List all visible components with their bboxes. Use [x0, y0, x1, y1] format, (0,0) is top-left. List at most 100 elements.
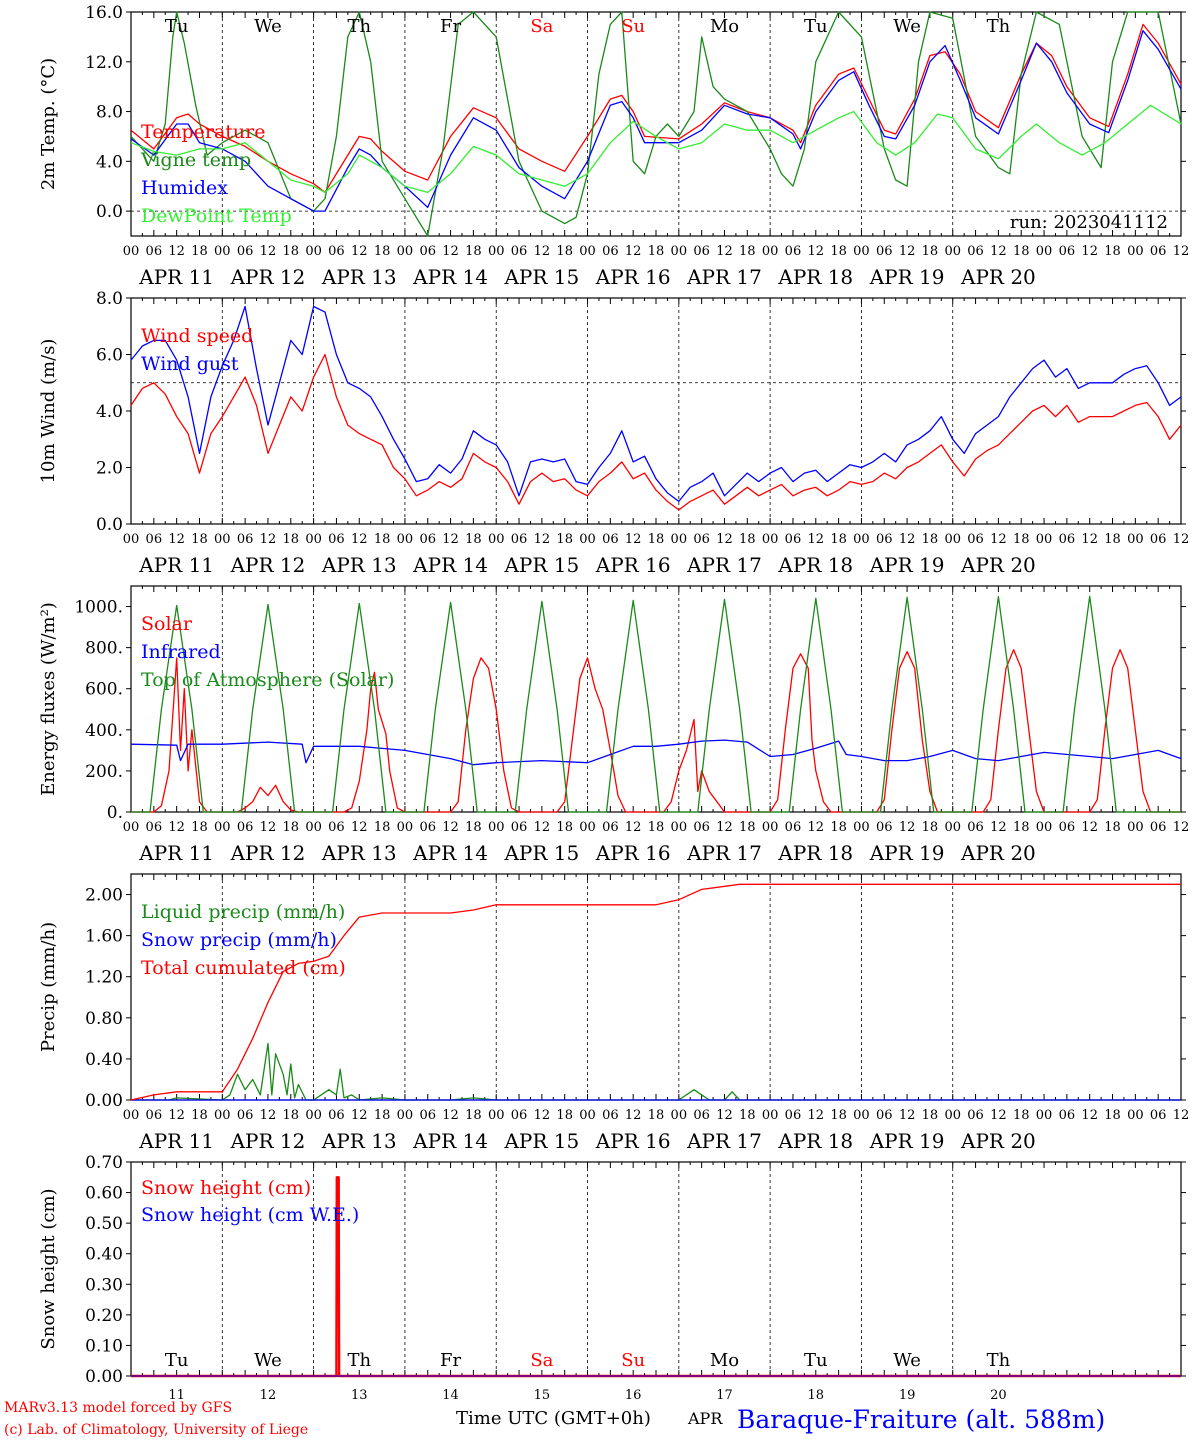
day-of-week-label: Mo — [710, 1350, 739, 1371]
day-of-week-label: Sa — [530, 16, 553, 37]
hour-tick-label: 06 — [1059, 1108, 1076, 1123]
date-label: APR 12 — [230, 1129, 306, 1153]
y-tick-label: 16.0 — [85, 3, 123, 23]
hour-tick-label: 12 — [899, 1108, 916, 1123]
date-label: APR 17 — [686, 841, 762, 865]
day-number-label: 13 — [351, 1388, 368, 1403]
hour-tick-label: 06 — [693, 532, 710, 547]
date-label: APR 12 — [230, 553, 306, 577]
hour-tick-label: 18 — [556, 1108, 573, 1123]
date-label: APR 20 — [960, 553, 1036, 577]
hour-tick-label: 06 — [876, 820, 893, 835]
hour-tick-label: 18 — [1013, 244, 1030, 259]
y-axis-label: Energy fluxes (W/m²) — [38, 602, 59, 796]
y-tick-label: 0.40 — [85, 1050, 123, 1070]
hour-tick-label: 18 — [922, 532, 939, 547]
hour-tick-label: 18 — [830, 532, 847, 547]
hour-tick-label: 18 — [922, 820, 939, 835]
date-label: APR 17 — [686, 265, 762, 289]
date-label: APR 14 — [412, 553, 488, 577]
date-label: APR 15 — [503, 841, 579, 865]
hour-tick-label: 18 — [374, 820, 391, 835]
hour-tick-label: 18 — [739, 244, 756, 259]
hour-tick-label: 00 — [214, 532, 231, 547]
legend-entry: Liquid precip (mm/h) — [141, 901, 345, 923]
footer: MARv3.13 model forced by GFS (c) Lab. of… — [4, 1400, 1105, 1438]
day-of-week-label: We — [254, 16, 282, 37]
hour-tick-label: 12 — [168, 820, 185, 835]
hour-tick-label: 12 — [442, 244, 459, 259]
hour-tick-label: 12 — [1081, 1108, 1098, 1123]
plot-frame — [130, 11, 1182, 237]
run-label: run: 2023041112 — [1010, 212, 1168, 233]
legend-entry: Solar — [141, 613, 193, 635]
date-label: APR 14 — [412, 265, 488, 289]
hour-tick-label: 06 — [419, 532, 436, 547]
hour-tick-label: 00 — [579, 244, 596, 259]
day-number-label: 17 — [716, 1388, 733, 1403]
hour-tick-label: 18 — [1013, 1108, 1030, 1123]
legend-entry: Total cumulated (cm) — [141, 957, 346, 979]
hour-tick-label: 12 — [625, 1108, 642, 1123]
date-label: APR 17 — [686, 553, 762, 577]
date-label: APR 15 — [503, 1129, 579, 1153]
y-axis-label: 10m Wind (m/s) — [38, 339, 59, 484]
hour-tick-label: 18 — [283, 820, 300, 835]
hour-tick-label: 12 — [716, 1108, 733, 1123]
hour-tick-label: 00 — [1036, 820, 1053, 835]
hour-tick-label: 18 — [648, 820, 665, 835]
y-tick-label: 0.40 — [85, 1245, 123, 1265]
hour-tick-label: 12 — [260, 244, 277, 259]
hour-tick-label: 18 — [374, 532, 391, 547]
hour-tick-label: 12 — [534, 1108, 551, 1123]
legend-entry: Top of Atmosphere (Solar) — [141, 669, 394, 691]
hour-tick-label: 00 — [1127, 1108, 1144, 1123]
hour-tick-label: 12 — [351, 244, 368, 259]
hour-tick-label: 12 — [168, 1108, 185, 1123]
hour-tick-label: 00 — [853, 532, 870, 547]
legend-entry: Snow height (cm W.E.) — [141, 1204, 359, 1226]
date-label: APR 11 — [138, 265, 214, 289]
date-label: APR 20 — [960, 265, 1036, 289]
hour-tick-label: 00 — [944, 820, 961, 835]
month-label: APR — [687, 1409, 723, 1428]
y-tick-label: 600. — [85, 680, 123, 700]
hour-tick-label: 12 — [351, 532, 368, 547]
y-tick-label: 0.20 — [85, 1306, 123, 1326]
hour-tick-label: 06 — [1150, 532, 1167, 547]
day-number-label: 11 — [168, 1388, 185, 1403]
hour-tick-label: 18 — [465, 820, 482, 835]
hour-tick-label: 18 — [1104, 532, 1121, 547]
hour-tick-label: 00 — [1127, 244, 1144, 259]
hour-tick-label: 00 — [1036, 1108, 1053, 1123]
y-tick-label: 0. — [107, 803, 123, 823]
hour-tick-label: 18 — [648, 532, 665, 547]
y-tick-label: 4.0 — [96, 152, 123, 172]
date-label: APR 20 — [960, 841, 1036, 865]
hour-tick-label: 00 — [671, 244, 688, 259]
panels-layer: 0.0 4.0 8.0 12.0 16.0 2m Temp. (°C) Temperatur… — [38, 3, 1189, 1403]
hour-tick-label: 12 — [260, 1108, 277, 1123]
y-tick-label: 0.0 — [96, 202, 123, 222]
y-tick-label: 8.0 — [96, 289, 123, 309]
y-tick-label: 1000. — [74, 598, 123, 618]
y-tick-label: 200. — [85, 762, 123, 782]
y-tick-label: 400. — [85, 721, 123, 741]
hour-tick-label: 18 — [830, 820, 847, 835]
hour-tick-label: 06 — [237, 820, 254, 835]
day-of-week-label: We — [254, 1350, 282, 1371]
hour-tick-label: 18 — [1104, 1108, 1121, 1123]
y-tick-label: 12.0 — [85, 53, 123, 73]
hour-tick-label: 12 — [808, 1108, 825, 1123]
date-label: APR 16 — [595, 553, 671, 577]
day-of-week-label: Tu — [804, 16, 828, 37]
hour-tick-label: 06 — [967, 244, 984, 259]
hour-tick-label: 18 — [283, 244, 300, 259]
date-label: APR 13 — [321, 265, 397, 289]
hour-tick-label: 12 — [899, 820, 916, 835]
hour-tick-label: 06 — [328, 244, 345, 259]
hour-tick-label: 12 — [990, 1108, 1007, 1123]
hour-tick-label: 06 — [602, 244, 619, 259]
day-of-week-label: Th — [987, 16, 1011, 37]
legend-entry: Snow height (cm) — [141, 1177, 311, 1199]
